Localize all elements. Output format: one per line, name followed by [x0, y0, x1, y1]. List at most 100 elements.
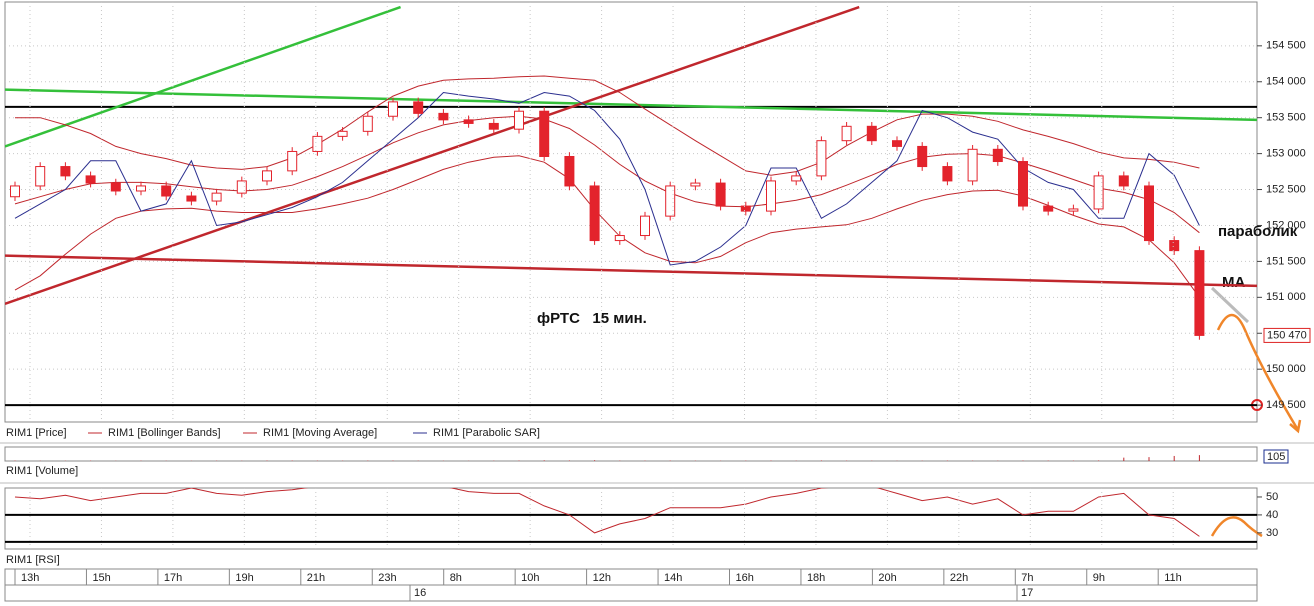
- x-tick-label: 19h: [235, 572, 253, 584]
- volume-legend: RIM1 [Volume]: [6, 465, 78, 477]
- x-tick-label: 14h: [664, 572, 682, 584]
- y-tick-label: 154 000: [1266, 76, 1306, 88]
- candle-body: [892, 140, 902, 147]
- candle-body: [287, 150, 298, 172]
- date-label: 16: [414, 587, 426, 599]
- candle-body: [110, 182, 121, 192]
- candle-body: [488, 122, 499, 130]
- candle-body: [388, 101, 398, 117]
- bollinger-upper: [15, 75, 1200, 176]
- y-tick-label: 153 500: [1266, 112, 1306, 124]
- last-price-box: [1263, 327, 1311, 343]
- candle-body: [362, 115, 373, 132]
- candle-body: [942, 166, 953, 182]
- candle-body: [539, 110, 550, 157]
- projection-line: [1210, 286, 1250, 324]
- candle-body: [564, 155, 575, 187]
- candle-body: [136, 185, 146, 192]
- trend-line: [5, 254, 1257, 288]
- bollinger-lower: [14, 155, 1200, 298]
- y-tick-label: 149 500: [1266, 399, 1306, 411]
- candle-body: [740, 205, 751, 212]
- y-tick-label: 152 500: [1266, 183, 1306, 195]
- candle-body: [1043, 205, 1054, 212]
- candle-body: [866, 125, 877, 142]
- rsi-tick-label: 30: [1266, 527, 1278, 539]
- annotation: параболик: [1218, 223, 1298, 240]
- y-tick-label: 152 000: [1266, 219, 1306, 231]
- volume-label: 105: [1267, 451, 1285, 463]
- x-tick-label: 18h: [807, 572, 825, 584]
- candle-body: [463, 119, 474, 124]
- candle-body: [262, 170, 272, 182]
- annotation: фРТС 15 мин.: [537, 310, 647, 327]
- legend-label: RIM1 [Parabolic SAR]: [433, 427, 540, 439]
- x-tick-label: 10h: [521, 572, 539, 584]
- candle-body: [1018, 161, 1028, 207]
- forecast-arrow: [1216, 313, 1300, 431]
- trend-line: [5, 88, 1257, 122]
- candle-body: [514, 110, 524, 130]
- y-tick-label: 154 500: [1266, 40, 1306, 52]
- candle-body: [816, 140, 827, 177]
- candle-body: [35, 166, 46, 187]
- x-tick-label: 7h: [1021, 572, 1033, 584]
- price-panel: [4, 1, 1258, 423]
- y-tick-label: 153 000: [1266, 148, 1306, 160]
- parabolic-sar: [14, 91, 1200, 266]
- candle-body: [791, 175, 802, 182]
- x-tick-label: 12h: [593, 572, 611, 584]
- candle-body: [413, 101, 424, 114]
- candle-body: [60, 166, 71, 177]
- x-tick-label: 16h: [736, 572, 754, 584]
- y-tick-label: 151 000: [1266, 291, 1306, 303]
- candle-body: [665, 185, 676, 217]
- price-legend: RIM1 [Price]: [6, 427, 67, 439]
- x-tick-label: 21h: [307, 572, 325, 584]
- rsi-line: [14, 488, 1200, 537]
- rsi-panel: [4, 487, 1258, 550]
- candle-body: [1144, 185, 1154, 242]
- candle-body: [438, 112, 449, 121]
- volume-box: [1263, 449, 1289, 464]
- candle-body: [1118, 175, 1129, 187]
- candle-body: [640, 215, 650, 237]
- candle-body: [85, 175, 96, 184]
- candle-body: [766, 180, 776, 212]
- candle-body: [1169, 240, 1180, 252]
- trend-line: [5, 5, 401, 148]
- x-tick-label: 22h: [950, 572, 968, 584]
- legend-label: RIM1 [Moving Average]: [263, 427, 377, 439]
- candle-body: [614, 235, 625, 242]
- candle-body: [186, 195, 197, 202]
- x-tick-label: 23h: [378, 572, 396, 584]
- x-tick-label: 15h: [92, 572, 110, 584]
- candle-body: [589, 185, 600, 242]
- candle-body: [690, 182, 701, 187]
- candle-body: [161, 185, 172, 197]
- forecast-arrowhead: [1289, 419, 1302, 434]
- candle-body: [841, 125, 852, 142]
- x-tick-label: 17h: [164, 572, 182, 584]
- last-price-label: 150 470: [1267, 329, 1307, 341]
- candle-body: [1093, 175, 1104, 210]
- price-plot: [5, 5, 1257, 407]
- date-label: 17: [1021, 587, 1033, 599]
- candle-body: [10, 185, 20, 198]
- trend-line: [5, 5, 860, 305]
- candle-body: [337, 130, 348, 137]
- candle-body: [236, 180, 247, 194]
- candle-body: [1068, 208, 1079, 212]
- x-tick-label: 9h: [1093, 572, 1105, 584]
- candle-body: [992, 148, 1003, 163]
- rsi-plot: [5, 488, 1257, 543]
- candle-body: [211, 192, 222, 202]
- rsi-legend: RIM1 [RSI]: [6, 554, 60, 566]
- rsi-tick-label: 50: [1266, 491, 1278, 503]
- y-tick-label: 150 000: [1266, 363, 1306, 375]
- x-tick-label: 11h: [1164, 572, 1182, 584]
- rsi-tick-label: 40: [1266, 509, 1278, 521]
- candle-body: [312, 135, 323, 152]
- x-tick-label: 13h: [21, 572, 39, 584]
